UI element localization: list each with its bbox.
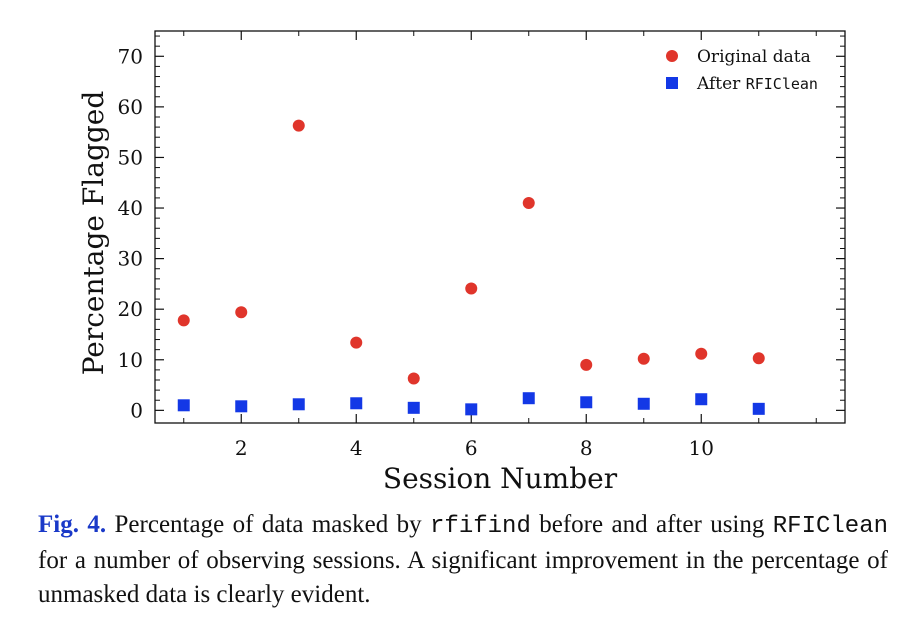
data-point-rficlean: [407, 401, 420, 414]
data-point-rficlean: [292, 398, 305, 411]
data-point-original: [407, 372, 420, 385]
legend-label-rficlean: After RFIClean: [696, 74, 818, 94]
y-axis-label: Percentage Flagged: [77, 91, 110, 376]
data-point-rficlean: [350, 397, 363, 410]
data-point-original: [637, 352, 650, 365]
data-point-rficlean: [580, 396, 593, 409]
y-tick-label: 20: [118, 297, 143, 321]
legend-marker-original: [666, 50, 678, 62]
data-point-rficlean: [522, 392, 535, 405]
x-tick-label: 6: [465, 436, 478, 460]
scatter-chart: 2 4 6 8 10 0 10 20 30 40 50 60 70 Session Number Per…: [77, 30, 846, 495]
legend-marker-rficlean: [666, 77, 678, 89]
y-tick-label: 70: [118, 44, 143, 68]
data-point-original: [292, 119, 305, 132]
y-tick-label: 50: [118, 145, 143, 169]
legend-label-rficlean-text: After: [696, 74, 746, 94]
caption-text-1: Percentage of data masked by: [106, 511, 431, 538]
data-point-original: [695, 347, 708, 360]
y-tick-label: 30: [118, 247, 143, 271]
x-axis-label: Session Number: [383, 462, 618, 495]
data-point-original: [522, 196, 535, 209]
data-point-rficlean: [695, 393, 708, 406]
data-point-original: [465, 282, 478, 295]
x-tick-label: 2: [235, 436, 248, 460]
data-point-rficlean: [235, 400, 248, 413]
y-tick-label: 40: [118, 196, 143, 220]
data-point-original: [580, 358, 593, 371]
data-point-rficlean: [177, 399, 190, 412]
y-tick-label: 10: [118, 348, 143, 372]
caption-text-3: for a number of observing sessions. A si…: [38, 547, 888, 608]
legend-label-original: Original data: [697, 47, 811, 67]
caption-code-rfifind: rfifind: [430, 513, 531, 540]
data-point-original: [752, 352, 765, 365]
y-tick-label: 60: [118, 95, 143, 119]
data-point-original: [177, 314, 190, 327]
figure-label: Fig. 4.: [38, 511, 107, 538]
figure-caption: Fig. 4. Percentage of data masked by rfi…: [38, 508, 888, 612]
data-point-rficlean: [752, 402, 765, 415]
data-point-original: [350, 336, 363, 349]
plot-frame: [154, 30, 846, 424]
y-tick-label: 0: [130, 398, 143, 422]
data-point-original: [235, 306, 248, 319]
caption-code-rficlean: RFIClean: [772, 513, 888, 540]
x-tick-label: 4: [350, 436, 363, 460]
x-tick-label: 10: [689, 436, 714, 460]
legend: Original data After RFIClean: [666, 47, 818, 94]
legend-label-rficlean-code: RFIClean: [746, 75, 818, 93]
x-tick-label: 8: [580, 436, 593, 460]
data-point-rficlean: [637, 397, 650, 410]
data-point-rficlean: [465, 403, 478, 416]
caption-text-2: before and after using: [530, 511, 773, 538]
